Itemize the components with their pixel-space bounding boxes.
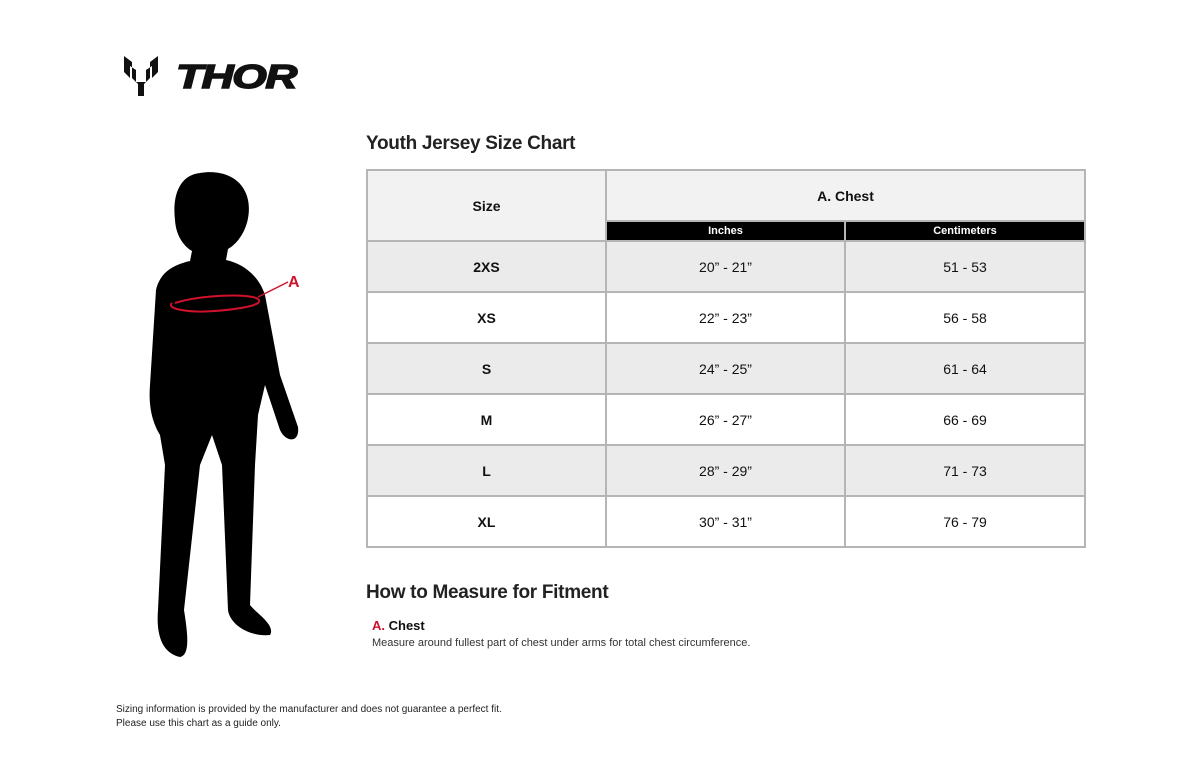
measure-item-label: A. Chest bbox=[372, 618, 425, 633]
header-centimeters: Centimeters bbox=[844, 220, 1086, 242]
inches-cell: 28” - 29” bbox=[605, 444, 846, 497]
size-chart-table: Size A. Chest Inches Centimeters 2XS 20” … bbox=[366, 169, 1086, 548]
header-size: Size bbox=[366, 169, 607, 242]
size-cell: 2XS bbox=[366, 240, 607, 293]
brand-name: THOR bbox=[176, 58, 298, 95]
cm-cell: 66 - 69 bbox=[844, 393, 1086, 446]
table-row: XS 22” - 23” 56 - 58 bbox=[366, 291, 1086, 344]
inches-cell: 22” - 23” bbox=[605, 291, 846, 344]
cm-cell: 71 - 73 bbox=[844, 444, 1086, 497]
thor-logo-mark bbox=[124, 56, 158, 96]
cm-cell: 51 - 53 bbox=[844, 240, 1086, 293]
size-cell: XS bbox=[366, 291, 607, 344]
measure-letter: A. bbox=[372, 618, 385, 633]
table-row: S 24” - 25” 61 - 64 bbox=[366, 342, 1086, 395]
cm-cell: 56 - 58 bbox=[844, 291, 1086, 344]
header-chest: A. Chest bbox=[605, 169, 1086, 222]
inches-cell: 30” - 31” bbox=[605, 495, 846, 548]
header-inches: Inches bbox=[605, 220, 846, 242]
measure-name: Chest bbox=[388, 618, 425, 633]
measure-title: How to Measure for Fitment bbox=[366, 582, 609, 603]
table-row: L 28” - 29” 71 - 73 bbox=[366, 444, 1086, 497]
inches-cell: 20” - 21” bbox=[605, 240, 846, 293]
disclaimer: Sizing information is provided by the ma… bbox=[116, 703, 502, 731]
table-row: M 26” - 27” 66 - 69 bbox=[366, 393, 1086, 446]
size-cell: S bbox=[366, 342, 607, 395]
chart-title: Youth Jersey Size Chart bbox=[366, 133, 576, 154]
inches-cell: 24” - 25” bbox=[605, 342, 846, 395]
size-cell: M bbox=[366, 393, 607, 446]
cm-cell: 76 - 79 bbox=[844, 495, 1086, 548]
size-cell: XL bbox=[366, 495, 607, 548]
inches-cell: 26” - 27” bbox=[605, 393, 846, 446]
child-silhouette: A bbox=[149, 172, 300, 657]
measure-marker: A bbox=[288, 274, 300, 291]
thor-logo: THOR bbox=[124, 56, 299, 96]
table-row: XL 30” - 31” 76 - 79 bbox=[366, 495, 1086, 548]
cm-cell: 61 - 64 bbox=[844, 342, 1086, 395]
table-row: 2XS 20” - 21” 51 - 53 bbox=[366, 240, 1086, 293]
disclaimer-line: Sizing information is provided by the ma… bbox=[116, 704, 502, 715]
size-cell: L bbox=[366, 444, 607, 497]
measure-description: Measure around fullest part of chest und… bbox=[372, 637, 751, 649]
disclaimer-line: Please use this chart as a guide only. bbox=[116, 718, 281, 729]
